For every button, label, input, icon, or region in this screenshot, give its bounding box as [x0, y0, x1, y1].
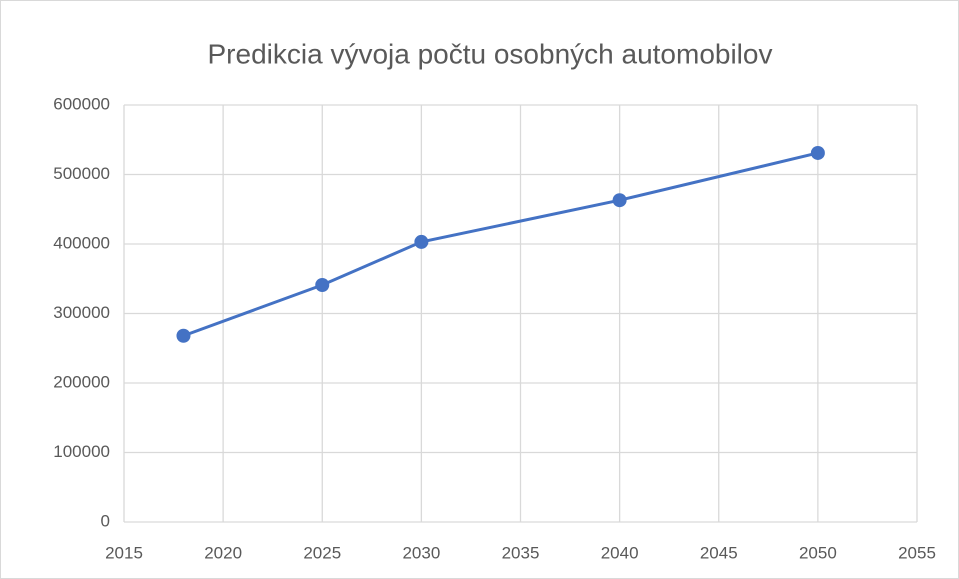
x-tick-label: 2040	[601, 543, 639, 562]
data-point	[414, 234, 429, 249]
data-point	[810, 145, 825, 160]
x-tick-label: 2055	[898, 543, 936, 562]
y-tick-label: 100000	[53, 442, 110, 461]
x-tick-label: 2030	[402, 543, 440, 562]
data-point	[176, 328, 191, 343]
x-tick-label: 2015	[105, 543, 143, 562]
y-tick-label: 400000	[53, 233, 110, 252]
y-tick-label: 200000	[53, 372, 110, 391]
data-point	[612, 193, 627, 208]
x-tick-label: 2025	[303, 543, 341, 562]
chart-title: Predikcia vývoja počtu osobných automobi…	[208, 38, 773, 69]
y-tick-label: 0	[101, 511, 110, 530]
data-point	[315, 278, 330, 293]
x-tick-label: 2050	[799, 543, 837, 562]
y-tick-label: 600000	[53, 94, 110, 113]
x-tick-label: 2035	[502, 543, 540, 562]
x-tick-label: 2020	[204, 543, 242, 562]
x-tick-label: 2045	[700, 543, 738, 562]
y-tick-label: 500000	[53, 164, 110, 183]
y-tick-label: 300000	[53, 303, 110, 322]
